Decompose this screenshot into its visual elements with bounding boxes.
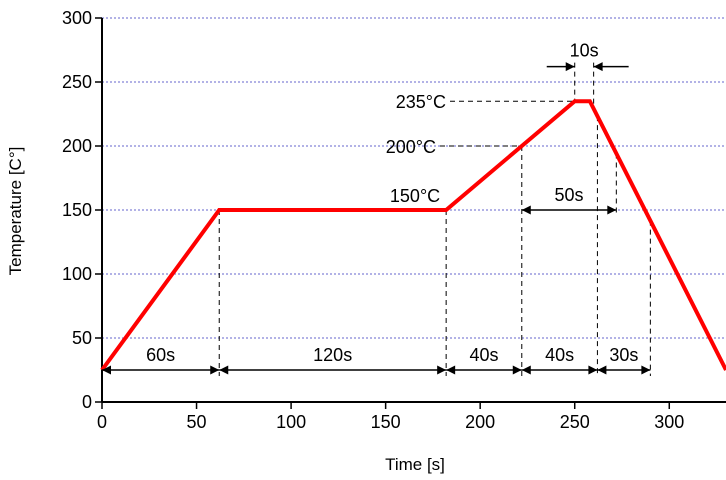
arrow-head xyxy=(437,365,447,375)
arrow-head xyxy=(512,365,522,375)
grid-layer xyxy=(102,17,726,339)
arrow-head xyxy=(593,62,603,72)
duration-label: 120s xyxy=(313,345,352,365)
y-tick-label: 150 xyxy=(62,200,92,220)
y-tick-label: 50 xyxy=(72,328,92,348)
y-tick-label: 250 xyxy=(62,72,92,92)
x-tick-label: 300 xyxy=(654,412,684,432)
arrow-head xyxy=(641,365,651,375)
arrow-head xyxy=(565,62,575,72)
label-layer: 150°C 200°C 235°C 60s 120s 40s 40s 30s 50s 10s xyxy=(146,41,638,365)
y-tick-label: 300 xyxy=(62,8,92,28)
arrow-head xyxy=(607,205,617,215)
y-tick-label: 0 xyxy=(82,392,92,412)
arrow-head xyxy=(588,365,598,375)
series-layer xyxy=(100,99,726,372)
temperature-label: 200°C xyxy=(386,137,436,157)
y-tick-label: 100 xyxy=(62,264,92,284)
arrow-head xyxy=(521,365,531,375)
arrow-head xyxy=(219,365,229,375)
temperature-label: 150°C xyxy=(390,186,440,206)
y-tick-label: 200 xyxy=(62,136,92,156)
temperature-label: 235°C xyxy=(396,92,446,112)
duration-label: 10s xyxy=(570,41,599,61)
temperature-profile-line xyxy=(100,99,726,372)
x-tick-label: 200 xyxy=(465,412,495,432)
duration-label: 60s xyxy=(146,345,175,365)
x-axis-title: Time [s] xyxy=(385,455,445,474)
x-tick-label: 0 xyxy=(97,412,107,432)
arrow-layer xyxy=(102,62,651,375)
x-tick-label: 100 xyxy=(276,412,306,432)
x-tick-label: 50 xyxy=(187,412,207,432)
axis-layer: 0 50 100 150 200 250 300 0 50 100 150 200 250 300 xyxy=(62,8,726,432)
duration-label: 40s xyxy=(469,345,498,365)
arrow-head xyxy=(210,365,220,375)
arrow-head xyxy=(446,365,456,375)
y-axis-title: Temperature [C°] xyxy=(6,147,25,276)
arrow-head xyxy=(102,365,111,375)
x-tick-label: 150 xyxy=(371,412,401,432)
duration-label: 50s xyxy=(555,185,584,205)
arrow-head xyxy=(521,205,531,215)
x-tick-label: 250 xyxy=(560,412,590,432)
guide-layer xyxy=(218,62,651,376)
duration-label: 30s xyxy=(609,345,638,365)
arrow-head xyxy=(597,365,607,375)
duration-label: 40s xyxy=(545,345,574,365)
